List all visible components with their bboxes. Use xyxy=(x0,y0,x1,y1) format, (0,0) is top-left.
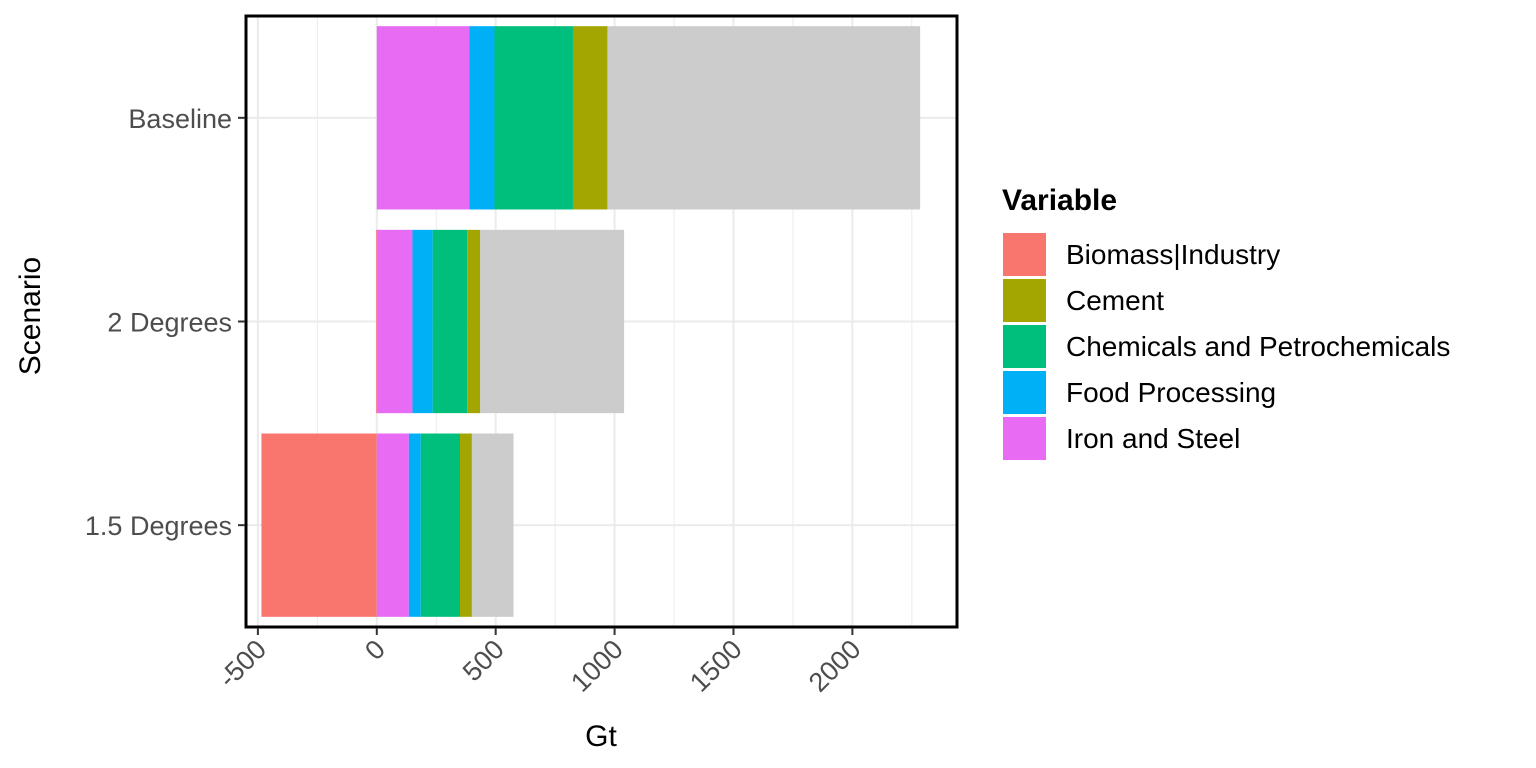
x-axis-title: Gt xyxy=(585,720,617,753)
legend-label: Iron and Steel xyxy=(1066,423,1240,454)
bar-segment-cement xyxy=(460,433,472,617)
legend-label: Cement xyxy=(1066,285,1164,316)
bar-segment-food-processing xyxy=(408,433,421,617)
bars xyxy=(261,26,921,617)
bar-segment-iron-and-steel xyxy=(376,433,409,617)
x-tick-label: 2000 xyxy=(803,634,867,698)
legend-label: Chemicals and Petrochemicals xyxy=(1066,331,1450,362)
y-tick-label: 2 Degrees xyxy=(107,308,232,338)
bar-segment-iron-and-steel xyxy=(376,229,413,414)
y-tick-label: Baseline xyxy=(128,104,232,134)
y-tick-label: 1.5 Degrees xyxy=(85,511,232,541)
bar-segment-food-processing xyxy=(469,26,495,210)
legend-title: Variable xyxy=(1002,184,1117,217)
legend-label: Food Processing xyxy=(1066,377,1276,408)
legend-swatch xyxy=(1003,417,1046,460)
x-tick-label: 500 xyxy=(457,634,510,687)
bar-segment-other xyxy=(471,433,514,617)
bar-segment-other xyxy=(480,229,625,414)
legend-swatch xyxy=(1003,279,1046,322)
x-tick-label: 0 xyxy=(359,634,391,666)
x-tick-label: -500 xyxy=(213,634,272,693)
legend-label: Biomass|Industry xyxy=(1066,239,1280,270)
y-axis-title: Scenario xyxy=(14,257,47,375)
bar-segment-chemicals-and-petrochemicals xyxy=(432,229,468,414)
bar-segment-other xyxy=(607,26,921,210)
x-tick-label: 1500 xyxy=(684,634,748,698)
legend-swatch xyxy=(1003,371,1046,414)
bar-segment-cement xyxy=(572,26,608,210)
bar-segment-biomass-industry xyxy=(376,229,377,414)
bar-segment-food-processing xyxy=(412,229,433,414)
x-tick-label: 1000 xyxy=(565,634,629,698)
bar-segment-iron-and-steel xyxy=(376,26,470,210)
legend: Variable Biomass|Industry Cement Chemicals… xyxy=(1002,184,1450,460)
bar-segment-cement xyxy=(467,229,481,414)
bar-segment-chemicals-and-petrochemicals xyxy=(494,26,573,210)
plot-border xyxy=(244,14,959,629)
bar-segment-biomass-industry xyxy=(261,433,377,617)
bar-segment-chemicals-and-petrochemicals xyxy=(420,433,461,617)
legend-swatch xyxy=(1003,325,1046,368)
legend-swatch xyxy=(1003,233,1046,276)
legend-items: Biomass|Industry Cement Chemicals and Petr… xyxy=(1003,233,1450,460)
